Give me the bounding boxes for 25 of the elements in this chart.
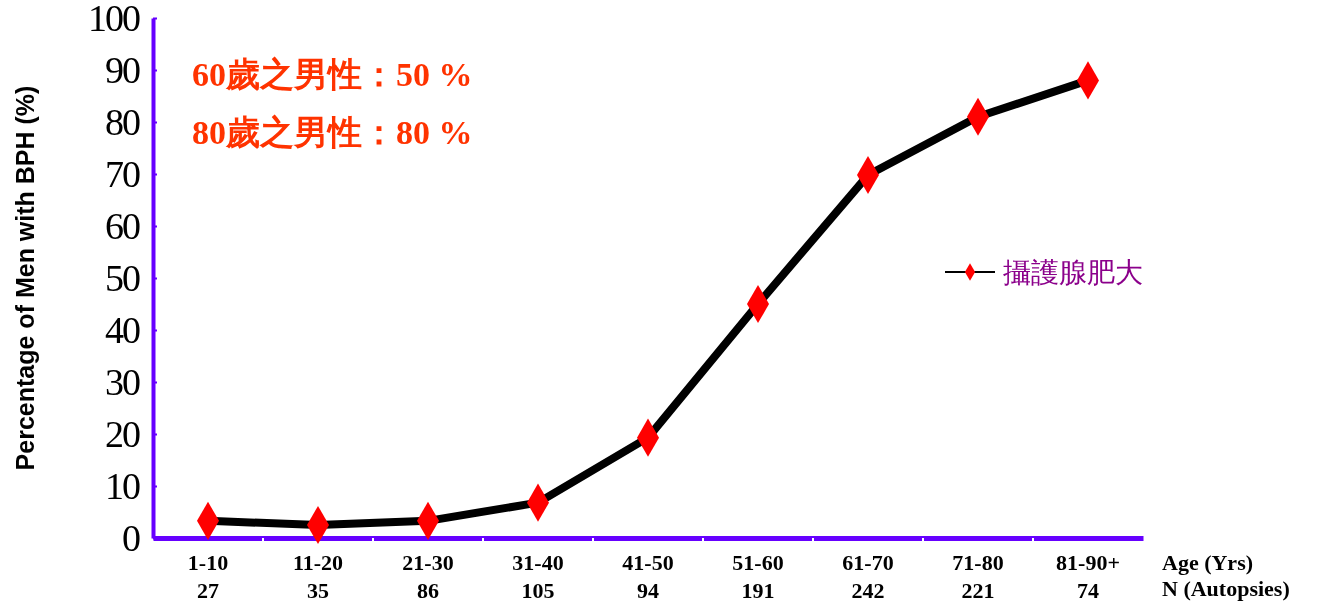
y-tick-label: 50 (105, 256, 140, 299)
y-tick-label: 30 (105, 360, 140, 403)
y-tick-label: 70 (105, 152, 140, 195)
y-tick-label: 90 (105, 48, 140, 91)
y-tick-label: 60 (105, 204, 140, 247)
y-tick-label: 100 (88, 0, 140, 39)
x-tick-label: 41-50 94 (622, 550, 674, 603)
x-tick-label: 11-20 35 (292, 550, 344, 603)
y-tick-label: 40 (105, 308, 140, 351)
y-tick-label: 0 (122, 516, 140, 559)
x-tick-label: 71-80 221 (952, 550, 1004, 603)
x-tick-label: 1-10 27 (187, 550, 229, 603)
y-tick-label: 80 (105, 100, 140, 143)
x-tick-label: 81-90+ 74 (1056, 550, 1120, 603)
x-tick-label: 31-40 105 (512, 550, 564, 603)
annotation: 80歲之男性：80 % (192, 114, 473, 151)
annotation: 60歲之男性：50 % (192, 56, 473, 93)
x-tick-label: 61-70 242 (842, 550, 894, 603)
y-axis-title: Percentage of Men with BPH (%) (11, 85, 39, 471)
x-tick-label: 21-30 86 (402, 550, 454, 603)
legend-label: 攝護腺肥大 (1003, 257, 1143, 288)
y-tick-label: 10 (105, 464, 140, 507)
x-tick-label: 51-60 191 (732, 550, 784, 603)
x-axis-title: Age (Yrs) N (Autopsies) (1162, 550, 1290, 601)
y-tick-label: 20 (105, 412, 140, 455)
